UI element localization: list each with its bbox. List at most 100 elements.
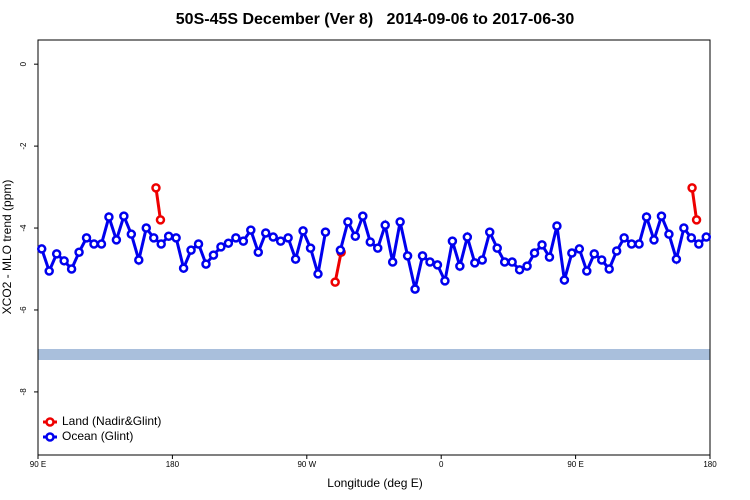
legend-label: Land (Nadir&Glint) [62, 414, 161, 428]
x-tick-label: 90 E [567, 460, 583, 469]
data-point [126, 229, 137, 239]
x-tick-label: 90 W [297, 460, 316, 469]
data-point [477, 255, 488, 265]
data-point [701, 232, 712, 242]
data-point [387, 257, 398, 267]
data-point [343, 217, 353, 227]
series-line [690, 187, 699, 221]
data-point [186, 245, 196, 255]
data-point [574, 244, 585, 254]
data-point [283, 233, 293, 243]
data-point [365, 237, 376, 247]
data-point [649, 235, 659, 245]
data-point [604, 264, 614, 274]
data-point [589, 249, 600, 259]
data-point [44, 266, 54, 276]
x-axis-label: Longitude (deg E) [327, 476, 422, 490]
data-point [51, 249, 62, 259]
data-point [216, 242, 226, 252]
y-tick-label: 0 [19, 61, 28, 66]
data-point [522, 261, 532, 271]
data-point [231, 233, 241, 243]
y-tick-label: -6 [19, 306, 28, 314]
data-point [552, 221, 562, 231]
x-tick-label: 180 [703, 460, 717, 469]
x-tick-label: 180 [166, 460, 180, 469]
x-tick-label: 0 [439, 460, 444, 469]
data-point [193, 239, 204, 249]
data-point [432, 260, 443, 270]
legend-marker [45, 432, 55, 442]
data-point [395, 217, 405, 227]
data-point [151, 183, 161, 193]
data-point [687, 183, 697, 193]
data-point [611, 246, 622, 256]
series-line [338, 211, 708, 290]
data-point [350, 231, 361, 241]
data-point [253, 247, 264, 257]
data-point [260, 228, 271, 238]
y-axis-label: XCO2 - MLO trend (ppm) [0, 180, 14, 315]
data-point [484, 227, 495, 237]
data-point [470, 258, 480, 268]
legend: Land (Nadir&Glint) Ocean (Glint) [43, 414, 161, 443]
data-point [626, 239, 637, 249]
data-point [119, 211, 129, 221]
data-point [59, 256, 69, 266]
data-point [664, 229, 674, 239]
data-point [619, 233, 629, 243]
y-tick-label: -4 [19, 224, 28, 232]
data-point [74, 247, 84, 257]
data-point [305, 243, 316, 253]
data-point [544, 252, 555, 262]
data-point [507, 257, 517, 267]
data-point [313, 269, 323, 279]
data-point [656, 211, 667, 221]
data-point [223, 238, 234, 248]
data-point [208, 250, 219, 260]
data-point [96, 239, 107, 249]
data-point [89, 239, 99, 249]
data-point [529, 248, 540, 258]
data-point [156, 239, 166, 249]
data-point [634, 239, 644, 249]
data-point [462, 232, 473, 242]
data-point [148, 233, 159, 243]
data-point [440, 276, 450, 286]
data-point [694, 239, 704, 249]
data-point [335, 245, 346, 255]
series-line [333, 251, 343, 283]
legend-label: Ocean (Glint) [62, 429, 133, 443]
data-point [111, 235, 122, 245]
data-point [268, 232, 278, 242]
data-point [171, 233, 181, 243]
x-tick-label: 90 E [30, 460, 46, 469]
legend-marker [45, 417, 55, 427]
data-point [402, 251, 413, 261]
data-point [671, 254, 682, 264]
data-point [36, 244, 47, 254]
coverage-band [38, 349, 710, 360]
data-point [246, 225, 256, 235]
data-point [514, 265, 525, 275]
data-point [417, 251, 428, 261]
data-point [372, 243, 383, 253]
data-point [447, 236, 458, 246]
data-point [679, 223, 689, 233]
data-point [559, 275, 570, 285]
data-point [66, 264, 77, 274]
data-point [238, 236, 249, 246]
data-point [691, 215, 702, 225]
series-line [154, 187, 162, 221]
data-point [275, 236, 286, 246]
data-point [567, 248, 577, 258]
data-point [492, 243, 502, 253]
data-point [298, 226, 308, 236]
data-point [358, 211, 368, 221]
data-point [380, 220, 390, 230]
data-point [320, 227, 331, 237]
data-point [330, 277, 340, 287]
data-point [163, 231, 174, 241]
data-point [104, 212, 114, 222]
